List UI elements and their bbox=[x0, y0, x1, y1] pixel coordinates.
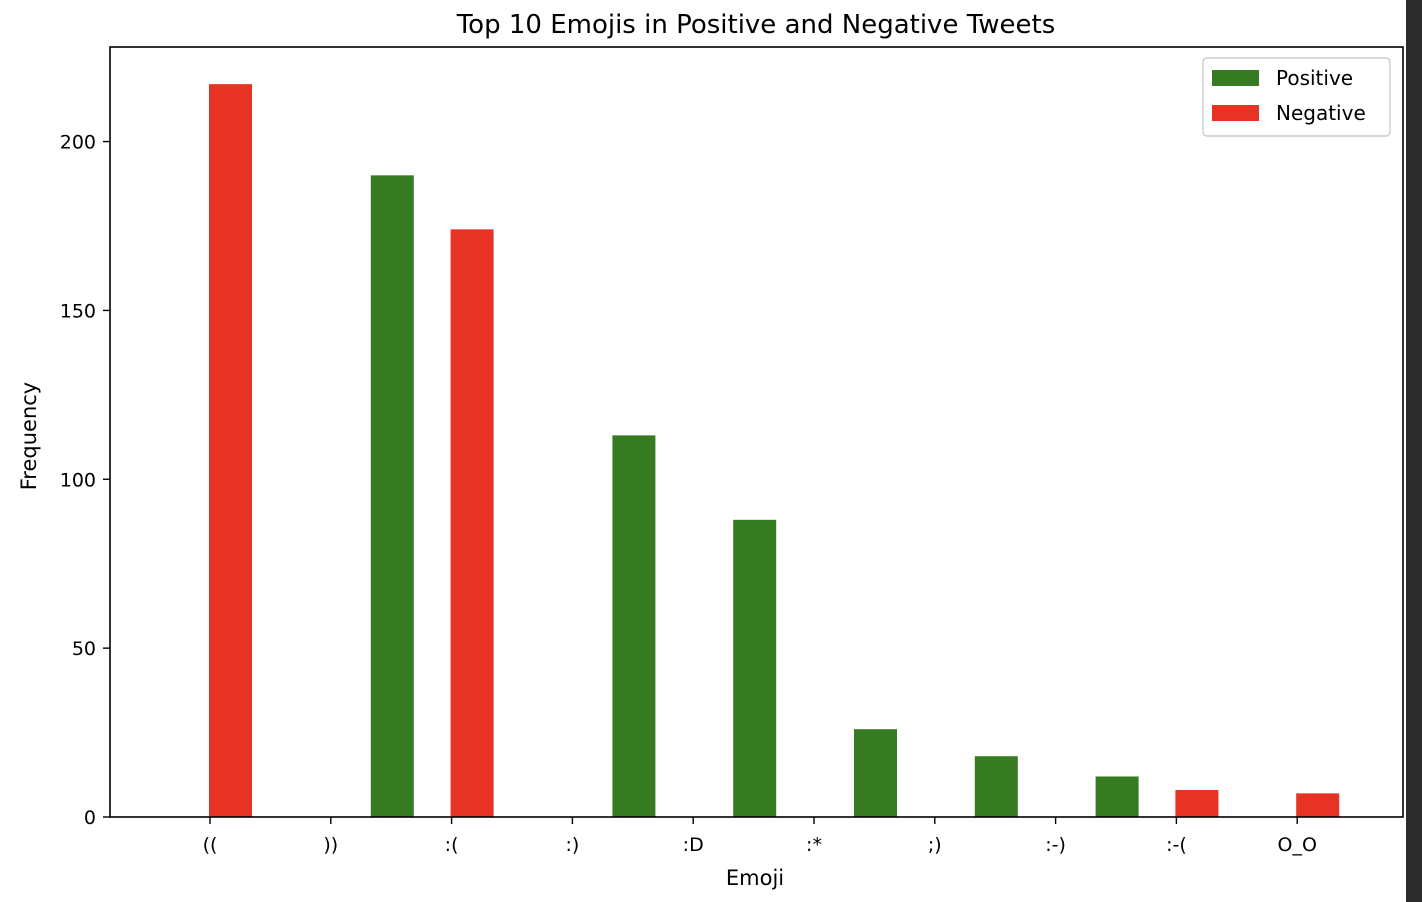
legend-swatch-negative bbox=[1212, 105, 1259, 121]
x-tick-label-8: :-( bbox=[1166, 834, 1187, 856]
x-tick-label-3: :) bbox=[565, 834, 579, 856]
window-edge bbox=[1406, 0, 1422, 902]
legend-swatch-positive bbox=[1212, 70, 1259, 86]
y-tick-label-0: 0 bbox=[84, 807, 96, 829]
plot-frame bbox=[109, 46, 1404, 818]
y-tick-label-4: 200 bbox=[60, 132, 96, 154]
y-axis-label: Frequency bbox=[17, 382, 41, 491]
bar-negative-8 bbox=[1175, 789, 1219, 817]
x-tick-label-9: O_O bbox=[1277, 834, 1316, 856]
legend-label-negative: Negative bbox=[1276, 101, 1366, 125]
x-tick-label-0: (( bbox=[203, 834, 218, 856]
x-tick-label-5: :* bbox=[806, 834, 822, 856]
x-axis-label: Emoji bbox=[726, 866, 784, 890]
y-tick-label-3: 150 bbox=[60, 300, 96, 322]
bar-negative-0 bbox=[209, 84, 252, 818]
bar-negative-2 bbox=[450, 229, 494, 818]
ticks-layer: 0 50 100 150 200 (()) :(:) :D :*;) :-) :-( O_O bbox=[60, 132, 1317, 856]
x-tick-label-2: :( bbox=[445, 834, 459, 856]
bars-layer bbox=[209, 84, 1340, 818]
y-tick-label-1: 50 bbox=[72, 638, 96, 660]
x-tick-label-4: :D bbox=[683, 834, 704, 856]
y-tick-label-2: 100 bbox=[60, 469, 96, 491]
x-tick-label-1: )) bbox=[323, 834, 338, 856]
bar-positive-1 bbox=[370, 175, 414, 818]
bar-positive-6 bbox=[974, 756, 1018, 817]
bar-positive-7 bbox=[1095, 776, 1139, 817]
x-tick-label-6: ;) bbox=[928, 834, 942, 856]
bar-positive-4 bbox=[733, 519, 777, 817]
legend-label-positive: Positive bbox=[1276, 66, 1353, 90]
x-tick-label-7: :-) bbox=[1045, 834, 1066, 856]
bar-positive-3 bbox=[612, 435, 656, 817]
bar-positive-5 bbox=[854, 729, 897, 817]
chart-title: Top 10 Emojis in Positive and Negative T… bbox=[456, 10, 1056, 40]
legend: Positive Negative bbox=[1202, 57, 1391, 137]
bar-negative-9 bbox=[1296, 793, 1340, 817]
